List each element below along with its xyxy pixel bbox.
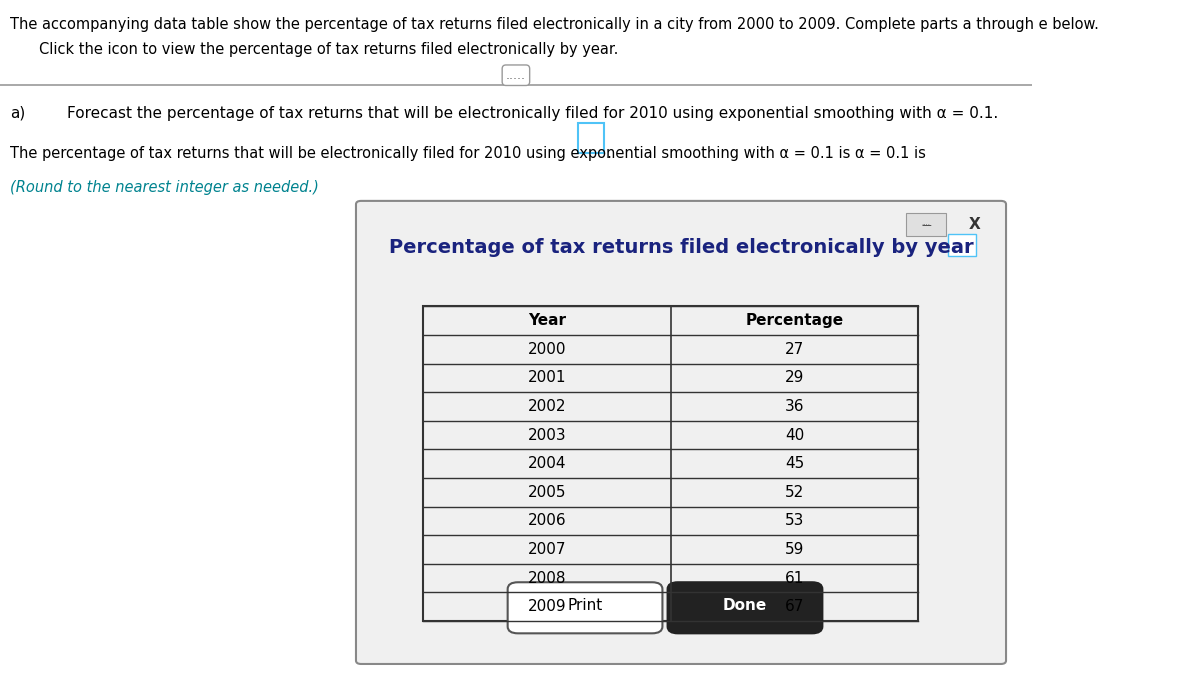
FancyBboxPatch shape — [906, 213, 946, 236]
Text: 45: 45 — [785, 456, 804, 471]
Text: Percentage: Percentage — [745, 313, 844, 328]
Text: The accompanying data table show the percentage of tax returns filed electronica: The accompanying data table show the per… — [11, 17, 1099, 32]
Text: The percentage of tax returns that will be electronically filed for 2010 using e: The percentage of tax returns that will … — [11, 146, 926, 161]
FancyBboxPatch shape — [508, 582, 662, 633]
Text: Year: Year — [528, 313, 566, 328]
Text: 61: 61 — [785, 571, 804, 586]
Text: ....: .... — [922, 221, 930, 226]
Text: 2004: 2004 — [528, 456, 566, 471]
Text: 2000: 2000 — [528, 342, 566, 357]
FancyBboxPatch shape — [948, 234, 976, 256]
Text: .: . — [607, 146, 612, 161]
Text: 2005: 2005 — [528, 485, 566, 500]
Text: 36: 36 — [785, 399, 804, 414]
Text: 2008: 2008 — [528, 571, 566, 586]
Text: Done: Done — [722, 598, 767, 613]
Text: 2001: 2001 — [528, 370, 566, 385]
Text: Click the icon to view the percentage of tax returns filed electronically by yea: Click the icon to view the percentage of… — [40, 42, 618, 57]
Text: .....: ..... — [506, 69, 526, 82]
Text: Print: Print — [568, 598, 602, 613]
Text: 53: 53 — [785, 513, 804, 528]
Text: 29: 29 — [785, 370, 804, 385]
Text: 2003: 2003 — [528, 428, 566, 443]
Text: 27: 27 — [785, 342, 804, 357]
Text: 40: 40 — [785, 428, 804, 443]
Text: a): a) — [11, 106, 25, 121]
Text: Forecast the percentage of tax returns that will be electronically filed for 201: Forecast the percentage of tax returns t… — [67, 106, 998, 121]
Text: 2002: 2002 — [528, 399, 566, 414]
Text: 2006: 2006 — [528, 513, 566, 528]
Text: 52: 52 — [785, 485, 804, 500]
FancyBboxPatch shape — [356, 201, 1006, 664]
FancyBboxPatch shape — [667, 582, 822, 633]
Text: 67: 67 — [785, 599, 804, 614]
Text: 2007: 2007 — [528, 542, 566, 557]
Text: Percentage of tax returns filed electronically by year: Percentage of tax returns filed electron… — [389, 238, 973, 257]
Text: X: X — [970, 217, 980, 232]
Text: 2009: 2009 — [528, 599, 566, 614]
Text: 59: 59 — [785, 542, 804, 557]
Text: (Round to the nearest integer as needed.): (Round to the nearest integer as needed.… — [11, 180, 319, 195]
Text: —: — — [922, 220, 931, 229]
FancyBboxPatch shape — [578, 123, 604, 153]
